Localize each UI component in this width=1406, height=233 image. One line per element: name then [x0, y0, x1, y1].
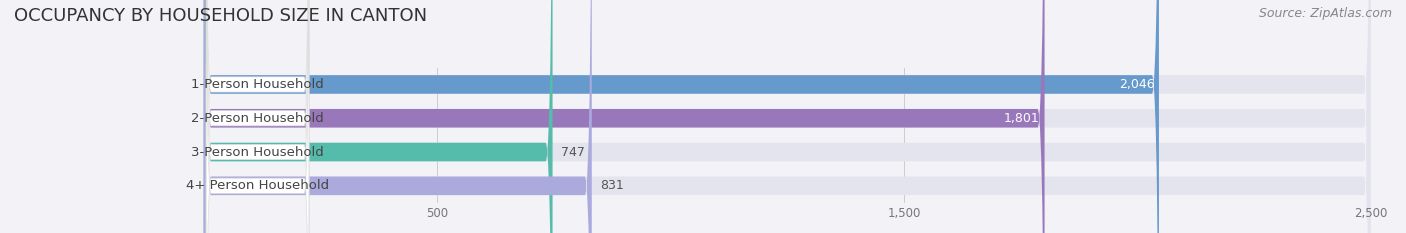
FancyBboxPatch shape — [204, 0, 1045, 233]
FancyBboxPatch shape — [204, 0, 1371, 233]
FancyBboxPatch shape — [207, 0, 309, 233]
Text: OCCUPANCY BY HOUSEHOLD SIZE IN CANTON: OCCUPANCY BY HOUSEHOLD SIZE IN CANTON — [14, 7, 427, 25]
Text: 3-Person Household: 3-Person Household — [191, 146, 323, 158]
FancyBboxPatch shape — [204, 0, 1371, 233]
FancyBboxPatch shape — [204, 0, 553, 233]
FancyBboxPatch shape — [204, 0, 592, 233]
Text: 1,801: 1,801 — [1004, 112, 1040, 125]
Text: Source: ZipAtlas.com: Source: ZipAtlas.com — [1258, 7, 1392, 20]
FancyBboxPatch shape — [207, 0, 309, 233]
FancyBboxPatch shape — [204, 0, 1371, 233]
Text: 2,046: 2,046 — [1119, 78, 1154, 91]
FancyBboxPatch shape — [204, 0, 1371, 233]
FancyBboxPatch shape — [204, 0, 1159, 233]
FancyBboxPatch shape — [207, 0, 309, 233]
FancyBboxPatch shape — [207, 0, 309, 233]
Text: 4+ Person Household: 4+ Person Household — [186, 179, 329, 192]
Text: 1-Person Household: 1-Person Household — [191, 78, 323, 91]
Text: 2-Person Household: 2-Person Household — [191, 112, 323, 125]
Text: 747: 747 — [561, 146, 585, 158]
Text: 831: 831 — [600, 179, 624, 192]
